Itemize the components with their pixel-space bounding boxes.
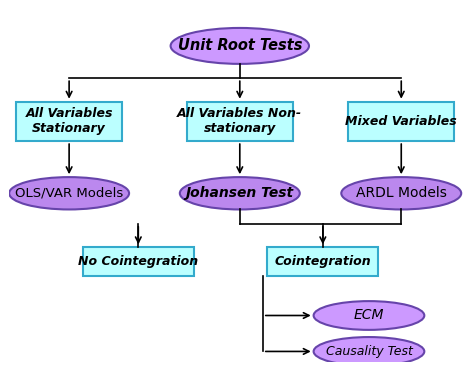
FancyBboxPatch shape: [83, 247, 194, 276]
Text: All Variables
Stationary: All Variables Stationary: [26, 107, 113, 135]
FancyBboxPatch shape: [348, 101, 454, 141]
FancyBboxPatch shape: [267, 247, 378, 276]
Text: OLS/VAR Models: OLS/VAR Models: [15, 187, 123, 200]
Text: All Variables Non-
stationary: All Variables Non- stationary: [177, 107, 302, 135]
Ellipse shape: [9, 177, 129, 210]
Ellipse shape: [314, 301, 424, 330]
Ellipse shape: [180, 177, 300, 210]
Text: Mixed Variables: Mixed Variables: [346, 115, 457, 128]
FancyBboxPatch shape: [16, 101, 122, 141]
FancyBboxPatch shape: [187, 101, 293, 141]
Text: ARDL Models: ARDL Models: [356, 186, 447, 200]
Ellipse shape: [341, 177, 461, 210]
Text: Johansen Test: Johansen Test: [186, 186, 294, 200]
Text: Cointegration: Cointegration: [274, 255, 371, 268]
Ellipse shape: [171, 28, 309, 64]
Text: Unit Root Tests: Unit Root Tests: [178, 38, 302, 53]
Ellipse shape: [314, 337, 424, 365]
Text: No Cointegration: No Cointegration: [78, 255, 199, 268]
Text: ECM: ECM: [354, 308, 384, 323]
Text: Causality Test: Causality Test: [326, 345, 412, 358]
